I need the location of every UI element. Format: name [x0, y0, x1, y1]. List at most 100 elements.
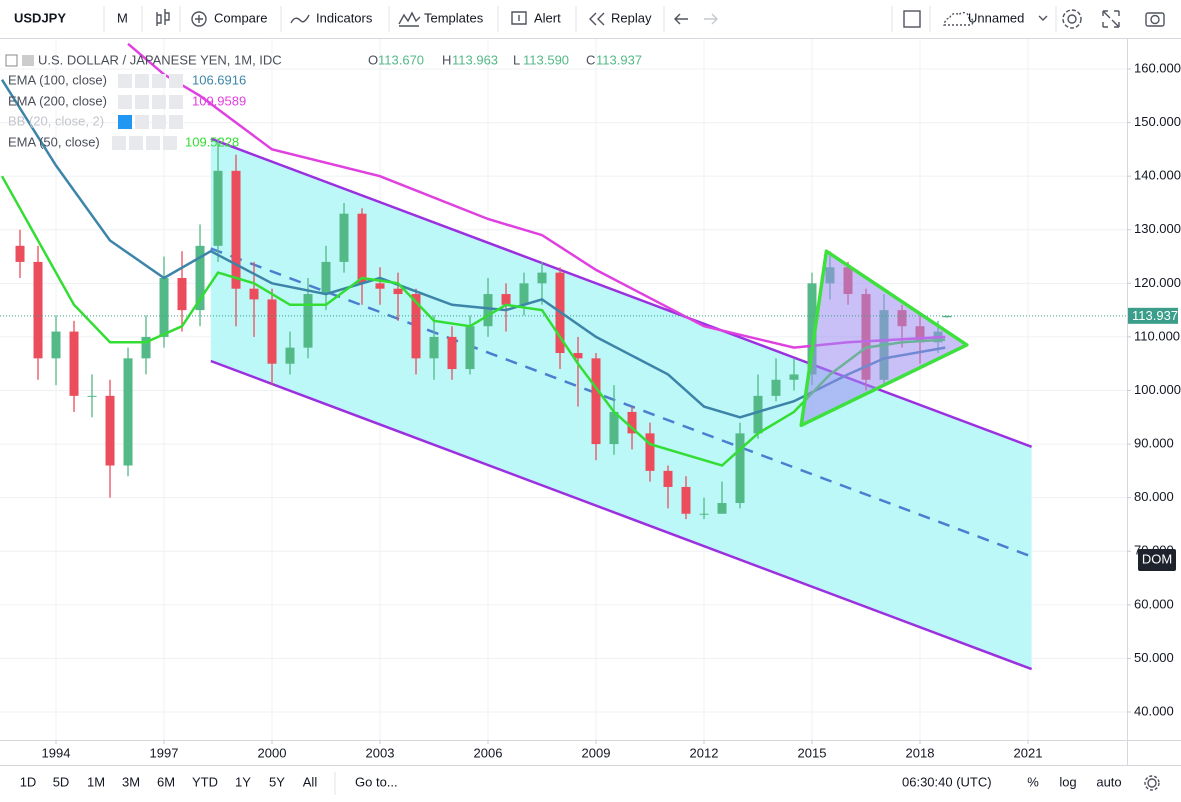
ohlc-value: 113.937 [596, 52, 642, 67]
x-tick-label: 2015 [798, 745, 827, 760]
x-tick-label: 2000 [258, 745, 287, 760]
legend-button[interactable] [152, 74, 166, 88]
legend-button[interactable] [146, 136, 160, 150]
range-button[interactable]: 1D [20, 774, 37, 789]
legend-button[interactable] [163, 136, 177, 150]
candle-body [591, 358, 601, 445]
candle-body [141, 336, 151, 359]
candle-body [69, 331, 79, 396]
toolbar-button[interactable]: Indicators [316, 10, 373, 25]
legend-button[interactable] [135, 115, 149, 129]
candle-body [357, 213, 367, 284]
candle-body [51, 331, 61, 359]
candle-body [231, 170, 241, 289]
y-tick-label: 100.000 [1134, 382, 1181, 397]
scale-option[interactable]: % [1027, 774, 1039, 789]
candle-body [393, 288, 403, 295]
ohlc-value: 113.963 [452, 52, 498, 67]
range-button[interactable]: 1M [87, 774, 105, 789]
y-tick-label: 150.000 [1134, 114, 1181, 129]
bottom-icons[interactable] [1144, 775, 1160, 791]
candle-body [609, 411, 619, 445]
ohlc-key: O [368, 52, 378, 67]
inactive-indicator: BB (20, close, 2) [8, 113, 104, 128]
candle-body [285, 347, 295, 364]
toolbar-button[interactable]: Compare [214, 10, 267, 25]
legend-button[interactable] [152, 115, 166, 129]
range-button[interactable]: 5Y [269, 774, 285, 789]
legend-button[interactable] [169, 95, 183, 109]
legend-button[interactable] [118, 74, 132, 88]
x-tick-label: 2009 [582, 745, 611, 760]
y-tick-label: 120.000 [1134, 275, 1181, 290]
candle-body [87, 395, 97, 397]
y-tick-label: 50.000 [1134, 650, 1174, 665]
legend-button[interactable] [152, 95, 166, 109]
overlay-layer: USDJPY M Compare Indicators Templates Alert Re… [5, 10, 1181, 795]
candle-body [375, 283, 385, 289]
candle-body [321, 261, 331, 295]
candle-body [249, 288, 259, 300]
goto-button[interactable]: Go to... [355, 774, 398, 789]
ohlc-key: H [442, 52, 451, 67]
dom-box[interactable] [1138, 549, 1176, 571]
legend-button[interactable] [169, 115, 183, 129]
ema-line [0, 79, 946, 419]
candle-body [339, 213, 349, 262]
interval[interactable]: M [117, 10, 128, 25]
ema-line [127, 42, 946, 349]
toolbar-button[interactable]: Alert [534, 10, 561, 25]
y-tick-label: 130.000 [1134, 221, 1181, 236]
x-tick-label: 1994 [42, 745, 71, 760]
legend-button[interactable] [118, 95, 132, 109]
indicator-value: 106.6916 [192, 72, 246, 87]
range-button[interactable]: All [303, 774, 318, 789]
candle-body [735, 433, 745, 504]
legend-button[interactable] [135, 95, 149, 109]
toolbar-icons[interactable] [156, 9, 1165, 29]
candle-body [573, 352, 583, 359]
candle-body [267, 299, 277, 364]
range-button[interactable]: 6M [157, 774, 175, 789]
dom-label[interactable]: DOM [1142, 551, 1172, 566]
x-tick-label: 2018 [906, 745, 935, 760]
x-tick-label: 2003 [366, 745, 395, 760]
ohlc-key: L [513, 52, 520, 67]
legend-button[interactable] [169, 74, 183, 88]
chart-title: U.S. DOLLAR / JAPANESE YEN, 1M, IDC [38, 52, 282, 67]
candle-body [501, 294, 511, 305]
candle-body [627, 411, 637, 434]
candle-body [429, 336, 439, 359]
indicator-value: 109.9589 [192, 93, 246, 108]
layout-name[interactable]: Unnamed [968, 10, 1024, 25]
toolbar-button[interactable]: Replay [611, 10, 652, 25]
x-tick-label: 1997 [150, 745, 179, 760]
symbol[interactable]: USDJPY [14, 10, 66, 25]
candle-body [699, 513, 709, 515]
range-button[interactable]: YTD [192, 774, 218, 789]
legend-button[interactable] [135, 74, 149, 88]
x-tick-label: 2006 [474, 745, 503, 760]
y-tick-label: 80.000 [1134, 489, 1174, 504]
candle-body [447, 336, 457, 370]
range-button[interactable]: 5D [53, 774, 70, 789]
legend-button[interactable] [118, 115, 132, 129]
candle-body [807, 283, 817, 375]
y-tick-label: 60.000 [1134, 596, 1174, 611]
candle-body [411, 294, 421, 359]
candle-body [303, 294, 313, 348]
indicator-name: EMA (100, close) [8, 72, 107, 87]
ohlc-value: 113.670 [378, 52, 424, 67]
collapse-box[interactable] [5, 54, 18, 67]
range-button[interactable]: 1Y [235, 774, 251, 789]
candle-body [195, 245, 205, 311]
legend-button[interactable] [129, 136, 143, 150]
range-button[interactable]: 3M [122, 774, 140, 789]
scale-option[interactable]: auto [1096, 774, 1121, 789]
toolbar-button[interactable]: Templates [424, 10, 484, 25]
x-tick-label: 2012 [690, 745, 719, 760]
legend-button[interactable] [112, 136, 126, 150]
scale-option[interactable]: log [1059, 774, 1076, 789]
